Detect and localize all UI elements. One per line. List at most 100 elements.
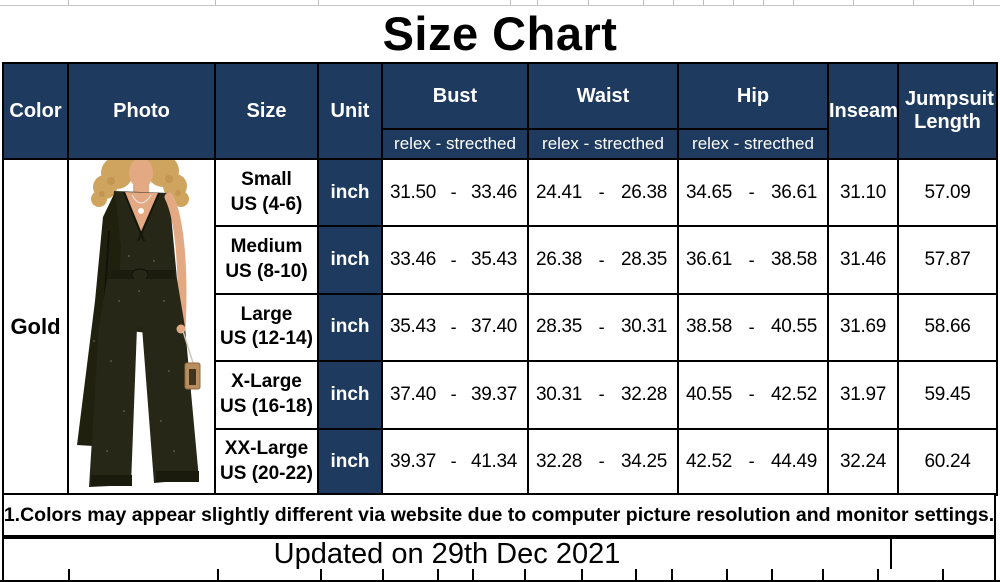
- header-waist: Waist: [527, 62, 679, 130]
- unit-cell: inch: [317, 157, 383, 228]
- updated-row: Updated on 29th Dec 2021: [2, 537, 996, 571]
- header-row: Color Photo Size Unit Bust Waist Hip Ins…: [2, 62, 998, 160]
- range-separator: -: [598, 451, 605, 472]
- jumpsuit-length-cell: 59.45: [897, 360, 998, 430]
- range-min: 35.43: [390, 316, 437, 338]
- size-range: US (12-14): [220, 328, 313, 350]
- range-min: 32.28: [536, 450, 583, 472]
- range-separator: -: [598, 384, 605, 405]
- range-max: 42.52: [770, 383, 817, 405]
- photo-cell: [67, 158, 216, 496]
- bust-range-cell: 39.37-41.34: [381, 427, 529, 497]
- table-row-xx-large: XX-Large US (20-22) inch 39.37-41.34 32.…: [3, 427, 998, 497]
- size-range: US (20-22): [220, 462, 313, 484]
- header-bust: Bust: [381, 62, 529, 130]
- range-separator: -: [598, 182, 605, 203]
- range-max: 30.31: [620, 316, 667, 338]
- header-inseam: Inseam: [827, 62, 899, 160]
- range-max: 26.38: [620, 181, 667, 203]
- header-size: Size: [214, 62, 319, 160]
- waist-range-cell: 30.31-32.28: [527, 360, 679, 430]
- model-hand: [176, 324, 186, 334]
- clutch-strap: [182, 330, 194, 364]
- bust-range-cell: 35.43-37.40: [381, 292, 529, 363]
- range-separator: -: [748, 249, 755, 270]
- pant-leg-left: [89, 327, 137, 487]
- bust-range-cell: 31.50-33.46: [381, 157, 529, 228]
- range-separator: -: [450, 182, 457, 203]
- range-min: 42.52: [686, 450, 733, 472]
- jumpsuit-hips: [99, 279, 185, 327]
- inseam-cell: 32.24: [827, 427, 899, 497]
- jumpsuit-length-cell: 60.24: [897, 427, 998, 497]
- range-separator: -: [748, 182, 755, 203]
- table-row-small: Gold: [2, 157, 998, 496]
- range-max: 35.43: [470, 249, 517, 271]
- range-min: 28.35: [536, 316, 583, 338]
- page-title: Size Chart: [382, 7, 618, 60]
- size-name: Large: [240, 303, 293, 325]
- table-row-x-large: X-Large US (16-18) inch 37.40-39.37 30.3…: [3, 360, 998, 430]
- inseam-cell: 31.97: [827, 360, 899, 430]
- range-min: 34.65: [686, 181, 733, 203]
- bust-range-cell: 33.46-35.43: [381, 225, 529, 295]
- size-range: US (8-10): [225, 261, 308, 283]
- range-min: 31.50: [390, 181, 437, 203]
- range-max: 41.34: [470, 450, 517, 472]
- unit-cell: inch: [317, 225, 383, 295]
- range-separator: -: [748, 316, 755, 337]
- range-min: 39.37: [390, 450, 437, 472]
- range-max: 33.46: [470, 181, 517, 203]
- range-min: 24.41: [536, 181, 583, 203]
- range-separator: -: [598, 316, 605, 337]
- range-separator: -: [450, 451, 457, 472]
- product-photo: [70, 161, 212, 493]
- range-max: 40.55: [770, 316, 817, 338]
- size-cell: X-Large US (16-18): [214, 360, 319, 430]
- size-range: US (4-6): [230, 193, 303, 215]
- header-hip: Hip: [677, 62, 829, 130]
- range-max: 28.35: [620, 249, 667, 271]
- waist-range-cell: 28.35-30.31: [527, 292, 679, 363]
- range-min: 38.58: [686, 316, 733, 338]
- jumpsuit-length-cell: 58.66: [897, 292, 998, 363]
- range-max: 36.61: [770, 181, 817, 203]
- jumpsuit-length-cell: 57.09: [897, 157, 998, 228]
- range-min: 26.38: [536, 249, 583, 271]
- range-min: 33.46: [390, 249, 437, 271]
- hip-range-cell: 42.52-44.49: [677, 427, 829, 497]
- size-cell: XX-Large US (20-22): [214, 427, 319, 497]
- range-separator: -: [598, 249, 605, 270]
- subheader-bust: relex - strecthed: [381, 128, 529, 160]
- size-name: X-Large: [231, 371, 302, 393]
- range-min: 37.40: [390, 383, 437, 405]
- range-separator: -: [450, 316, 457, 337]
- unit-cell: inch: [317, 427, 383, 497]
- table-row-medium: Medium US (8-10) inch 33.46-35.43 26.38-…: [3, 225, 998, 295]
- color-value-cell: Gold: [2, 158, 69, 496]
- necklace: [131, 194, 152, 204]
- updated-date-text: Updated on 29th Dec 2021: [2, 537, 892, 571]
- updated-row-empty-cell: [892, 537, 996, 571]
- range-max: 34.25: [620, 450, 667, 472]
- subheader-waist: relex - strecthed: [527, 128, 679, 160]
- color-disclaimer-note: 1.Colors may appear slightly different v…: [2, 493, 996, 537]
- inseam-cell: 31.10: [827, 157, 899, 228]
- unit-cell: inch: [317, 292, 383, 363]
- range-separator: -: [450, 249, 457, 270]
- waist-range-cell: 32.28-34.25: [527, 427, 679, 497]
- hip-range-cell: 38.58-40.55: [677, 292, 829, 363]
- spreadsheet-top-strip: [0, 0, 1000, 6]
- header-photo: Photo: [67, 62, 216, 160]
- hip-range-cell: 36.61-38.58: [677, 225, 829, 295]
- hip-range-cell: 40.55-42.52: [677, 360, 829, 430]
- size-cell: Large US (12-14): [214, 292, 319, 363]
- size-name: Medium: [230, 236, 303, 258]
- bust-range-cell: 37.40-39.37: [381, 360, 529, 430]
- range-max: 32.28: [620, 383, 667, 405]
- range-max: 38.58: [770, 249, 817, 271]
- size-name: XX-Large: [224, 438, 309, 460]
- subheader-row: relex - strecthed relex - strecthed rele…: [3, 128, 997, 160]
- range-min: 36.61: [686, 249, 733, 271]
